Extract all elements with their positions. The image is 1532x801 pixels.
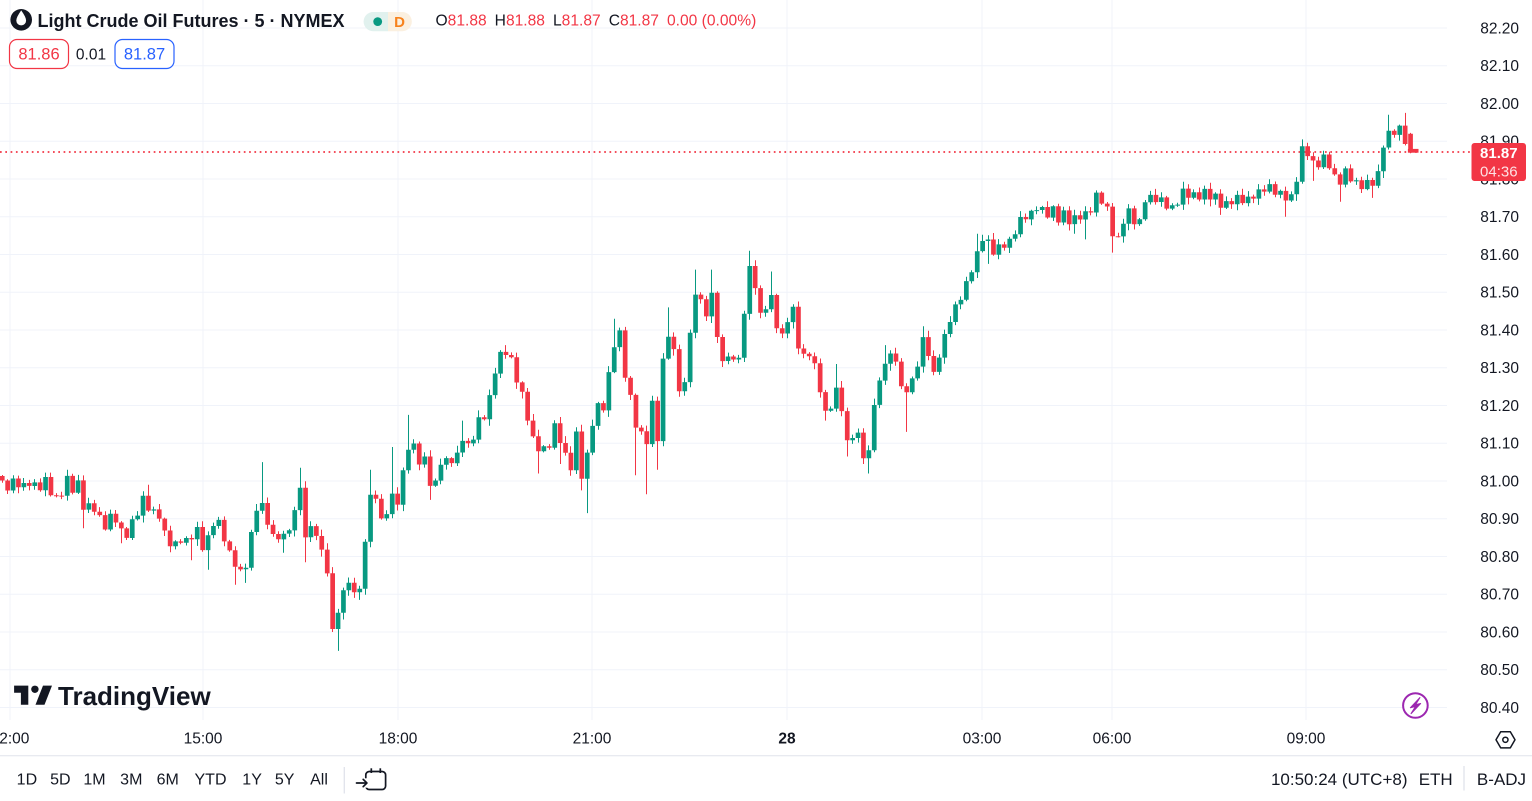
- svg-text:1D: 1D: [17, 772, 37, 789]
- svg-text:81.70: 81.70: [1480, 209, 1519, 226]
- svg-text:04:36: 04:36: [1480, 163, 1518, 180]
- svg-text:1Y: 1Y: [242, 772, 262, 789]
- svg-text:6M: 6M: [157, 772, 179, 789]
- svg-text:06:00: 06:00: [1093, 731, 1132, 748]
- svg-text:81.87: 81.87: [1480, 145, 1518, 162]
- svg-text:09:00: 09:00: [1287, 731, 1326, 748]
- svg-text:15:00: 15:00: [184, 731, 223, 748]
- svg-text:All: All: [310, 772, 328, 789]
- svg-text:3M: 3M: [120, 772, 142, 789]
- svg-text:5D: 5D: [50, 772, 70, 789]
- svg-text:5Y: 5Y: [275, 772, 295, 789]
- svg-text:80.50: 80.50: [1480, 662, 1519, 679]
- svg-text:81.30: 81.30: [1480, 360, 1519, 377]
- svg-text:Light Crude Oil Futures · 5 ·: Light Crude Oil Futures · 5 · NYMEX: [38, 11, 345, 31]
- svg-text:81.87: 81.87: [124, 46, 165, 64]
- svg-text:81.00: 81.00: [1480, 473, 1519, 490]
- svg-text:18:00: 18:00: [379, 731, 418, 748]
- svg-text:80.40: 80.40: [1480, 700, 1519, 717]
- svg-text:D: D: [394, 14, 405, 31]
- svg-text:81.50: 81.50: [1480, 285, 1519, 302]
- svg-text:80.60: 80.60: [1480, 624, 1519, 641]
- svg-text:81.20: 81.20: [1480, 398, 1519, 415]
- svg-text:1M: 1M: [83, 772, 105, 789]
- svg-text:21:00: 21:00: [573, 731, 612, 748]
- svg-text:12:00: 12:00: [0, 731, 30, 748]
- svg-text:B-ADJ: B-ADJ: [1477, 770, 1526, 789]
- svg-text:82.20: 82.20: [1480, 20, 1519, 37]
- svg-text:YTD: YTD: [195, 772, 227, 789]
- svg-text:ETH: ETH: [1419, 770, 1453, 789]
- svg-text:81.60: 81.60: [1480, 247, 1519, 264]
- svg-text:82.10: 82.10: [1480, 58, 1519, 75]
- svg-text:80.80: 80.80: [1480, 549, 1519, 566]
- svg-text:81.86: 81.86: [18, 46, 59, 64]
- svg-text:81.40: 81.40: [1480, 322, 1519, 339]
- svg-text:28: 28: [778, 731, 796, 748]
- svg-text:81.10: 81.10: [1480, 436, 1519, 453]
- svg-text:0.01: 0.01: [76, 47, 106, 64]
- svg-text:80.70: 80.70: [1480, 587, 1519, 604]
- svg-text:TradingView: TradingView: [58, 681, 211, 711]
- svg-text:80.90: 80.90: [1480, 511, 1519, 528]
- svg-text:10:50:24 (UTC+8): 10:50:24 (UTC+8): [1271, 770, 1408, 789]
- svg-text:03:00: 03:00: [963, 731, 1002, 748]
- svg-text:82.00: 82.00: [1480, 96, 1519, 113]
